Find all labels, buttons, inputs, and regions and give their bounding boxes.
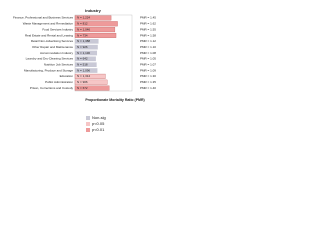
n-label: N = 1,314 <box>77 74 90 78</box>
category-label: Finance, Professional and Business Servi… <box>13 16 74 20</box>
legend-label: p<0.05 <box>92 121 105 126</box>
bar <box>75 44 98 50</box>
category-label: Waste Management and Remediation <box>23 22 74 26</box>
n-label: N = 1,224 <box>77 16 90 20</box>
category-label: Accommodation Industry <box>40 51 74 55</box>
bar <box>75 68 98 73</box>
value-label: PMR = 1.40 <box>140 86 156 90</box>
value-label: PMR = 1.30 <box>140 74 156 78</box>
category-label: Prison, Corrections and Custody <box>30 86 74 90</box>
n-label: N = 926 <box>77 45 88 49</box>
value-label: PMR = 1.12 <box>140 39 156 43</box>
n-label: N = 734 <box>77 33 88 37</box>
bar <box>74 27 116 33</box>
bar <box>74 73 106 79</box>
n-label: N = 1,130 <box>77 51 90 55</box>
bar <box>74 21 118 27</box>
category-label: Education <box>60 74 74 78</box>
value-label: PMR = 1.07 <box>140 62 156 66</box>
legend-label: p<0.01 <box>92 127 105 132</box>
category-label: Retail Non-Advertising Services <box>31 39 74 43</box>
category-label: Laundry and Dry-Cleaning Services <box>26 57 74 61</box>
n-label: N = 906 <box>77 80 88 84</box>
n-label: N = 1,046 <box>77 27 90 31</box>
value-label: PMR = 1.10 <box>140 45 156 49</box>
bar <box>75 62 97 68</box>
bar <box>74 85 110 91</box>
bar <box>75 50 98 56</box>
n-label: N = 812 <box>77 22 88 26</box>
n-label: N = 518 <box>77 62 88 66</box>
bar <box>75 56 96 62</box>
bar <box>75 38 99 44</box>
value-label: PMR = 1.62 <box>140 22 156 26</box>
category-label: Real Estate and Rental and Leasing <box>25 33 73 37</box>
chart-title: Industry <box>85 8 102 13</box>
category-label: Public Administration <box>45 80 73 84</box>
bar <box>74 15 112 21</box>
value-label: PMR = 1.58 <box>140 33 156 37</box>
category-label: Nutrition Job Services <box>44 62 74 66</box>
value-label: PMR = 1.09 <box>140 68 156 72</box>
legend-swatch <box>86 116 90 120</box>
value-label: PMR = 1.45 <box>140 16 156 20</box>
legend-label: Non-sig <box>92 115 106 120</box>
value-label: PMR = 1.08 <box>140 51 156 55</box>
bar <box>74 32 117 38</box>
bar <box>74 79 108 85</box>
n-label: N = 1,096 <box>77 68 90 72</box>
category-label: Food Services Industry <box>42 27 73 31</box>
legend-swatch <box>86 128 90 132</box>
value-label: PMR = 1.05 <box>140 57 156 61</box>
category-label: Other Repair and Maintenance <box>32 45 73 49</box>
category-label: Manufacturing, Produce and Storage <box>24 68 73 72</box>
value-label: PMR = 1.55 <box>140 27 156 31</box>
x-axis-label: Proportionate Mortality Ratio (PMR) <box>85 98 144 102</box>
n-label: N = 642 <box>77 57 88 61</box>
n-label: N = 672 <box>77 86 88 90</box>
chart: Industry Proportionate Mortality Ratio (… <box>13 8 156 132</box>
value-label: PMR = 1.35 <box>140 80 156 84</box>
n-label: N = 1,388 <box>77 39 90 43</box>
legend-swatch <box>86 122 90 126</box>
